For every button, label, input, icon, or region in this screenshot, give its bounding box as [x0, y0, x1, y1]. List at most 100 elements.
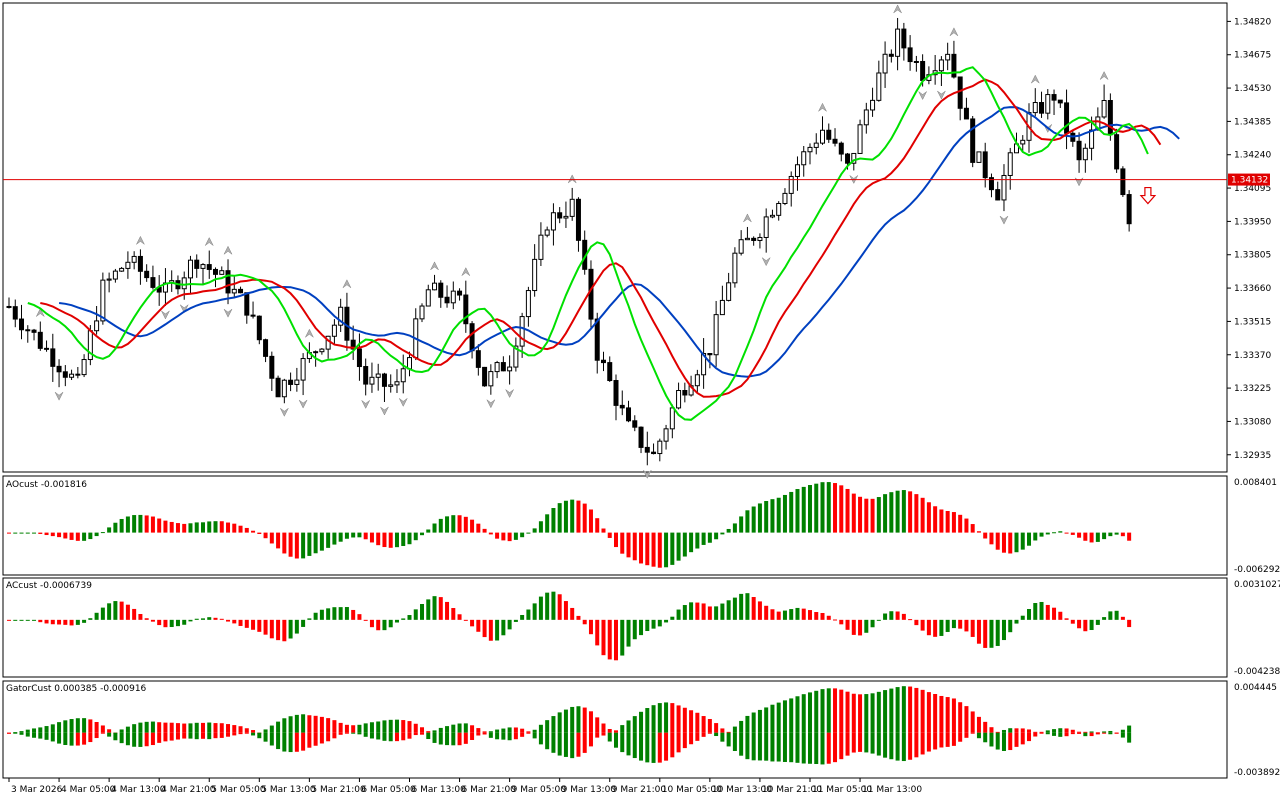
- ac-bar: [632, 619, 637, 640]
- ao-bar: [551, 508, 556, 533]
- ac-bars: [7, 591, 1132, 661]
- ac-bar: [576, 615, 581, 620]
- candle-body: [525, 290, 531, 318]
- gator-lower-bar: [1033, 732, 1038, 737]
- gator-upper-bar: [288, 716, 293, 733]
- price-tick-label: 1.34530: [1234, 84, 1271, 94]
- candle-body: [363, 366, 369, 385]
- ac-bar: [964, 619, 969, 632]
- gator-upper-bar: [895, 687, 900, 733]
- candle-body: [769, 214, 775, 218]
- ao-bar: [107, 527, 112, 533]
- ac-bar: [332, 607, 337, 620]
- fractal-down-marker: [223, 308, 233, 318]
- candle-body: [94, 320, 100, 332]
- gator-lower-bar: [795, 732, 800, 763]
- fractal-up-marker: [305, 328, 314, 338]
- gator-lower-bar: [939, 732, 944, 748]
- ao-bar: [701, 532, 706, 545]
- gator-lower-bar: [870, 732, 875, 754]
- candle-body: [1051, 94, 1057, 101]
- ac-bar: [1083, 619, 1088, 632]
- candle-body: [588, 268, 594, 320]
- gator-upper-bar: [326, 718, 331, 733]
- gator-lower-bar: [513, 732, 518, 740]
- ac-bar: [169, 619, 174, 628]
- candle-body: [1114, 134, 1120, 170]
- ao-bar: [745, 510, 750, 533]
- gator-lower-bar: [182, 732, 187, 739]
- ao-bar: [782, 494, 787, 533]
- candle-body: [150, 277, 156, 288]
- candle-body: [432, 282, 438, 291]
- ao-bar: [864, 498, 869, 533]
- gator-lower-bar: [782, 732, 787, 762]
- gator-lower-bar: [995, 732, 1000, 750]
- gator-lower-bar: [588, 732, 593, 747]
- candle-body: [594, 318, 600, 361]
- gator-upper-bar: [970, 711, 975, 733]
- ao-bar: [1083, 532, 1088, 541]
- gator-lower-bar: [864, 732, 869, 753]
- candle-body: [832, 138, 838, 144]
- ac-bar: [826, 615, 831, 620]
- ao-bar: [770, 499, 775, 533]
- candle-body: [269, 355, 275, 379]
- candle-body: [557, 212, 563, 219]
- candle-body: [244, 292, 250, 316]
- candle-body: [1082, 147, 1088, 161]
- gator-lower-bar: [1027, 732, 1032, 742]
- gator-upper-bar: [714, 723, 719, 733]
- gator-upper-bar: [44, 726, 49, 733]
- gator-lower-bar: [25, 732, 30, 737]
- ao-bar: [438, 518, 443, 533]
- ac-bar: [626, 619, 631, 647]
- gator-upper-bar: [851, 693, 856, 733]
- candle-body: [231, 288, 237, 294]
- gator-lower-bar: [595, 732, 600, 738]
- ao-bar: [207, 521, 212, 533]
- ac-bar: [563, 601, 568, 620]
- candle-body: [457, 290, 463, 296]
- candle-body: [882, 53, 888, 74]
- gator-upper-bar: [369, 722, 374, 733]
- candle-body: [719, 299, 725, 316]
- ao-bar: [326, 532, 331, 548]
- candle-body: [281, 379, 287, 398]
- ao-bar: [1014, 532, 1019, 553]
- fractal-down-marker: [161, 310, 170, 320]
- gator-upper-bar: [726, 731, 731, 733]
- gator-lower-bar: [188, 732, 193, 739]
- ac-bar: [1058, 611, 1063, 620]
- ao-bar: [720, 532, 725, 535]
- ac-bar: [995, 619, 1000, 646]
- ao-bar: [870, 498, 875, 533]
- gator-lower-bar: [689, 732, 694, 745]
- ac-bar: [307, 618, 312, 620]
- price-tick-label: 1.34820: [1234, 17, 1271, 27]
- ac-bar: [958, 619, 963, 629]
- candle-body: [813, 142, 819, 148]
- ao-axis-top: 0.008401: [1234, 478, 1277, 488]
- gator-lower-bar: [876, 732, 881, 756]
- gator-upper-bar: [263, 729, 268, 733]
- gator-lower-bar: [670, 732, 675, 758]
- fractal-down-marker: [280, 408, 289, 417]
- gator-upper-bar: [25, 729, 30, 733]
- ao-bar: [175, 523, 180, 533]
- ac-bar: [426, 599, 431, 620]
- candle-body: [651, 451, 657, 455]
- gator-lower-bar: [676, 732, 681, 753]
- ac-bar: [770, 609, 775, 620]
- ao-bar: [413, 532, 418, 541]
- fractal-up-marker: [430, 261, 439, 271]
- gator-upper-bar: [538, 724, 543, 733]
- gator-upper-bar: [557, 712, 562, 733]
- fractal-up-marker: [743, 213, 752, 223]
- ao-bar: [807, 485, 812, 533]
- gator-upper-bar: [964, 706, 969, 733]
- ao-bar: [557, 503, 562, 533]
- ao-bar: [651, 532, 656, 567]
